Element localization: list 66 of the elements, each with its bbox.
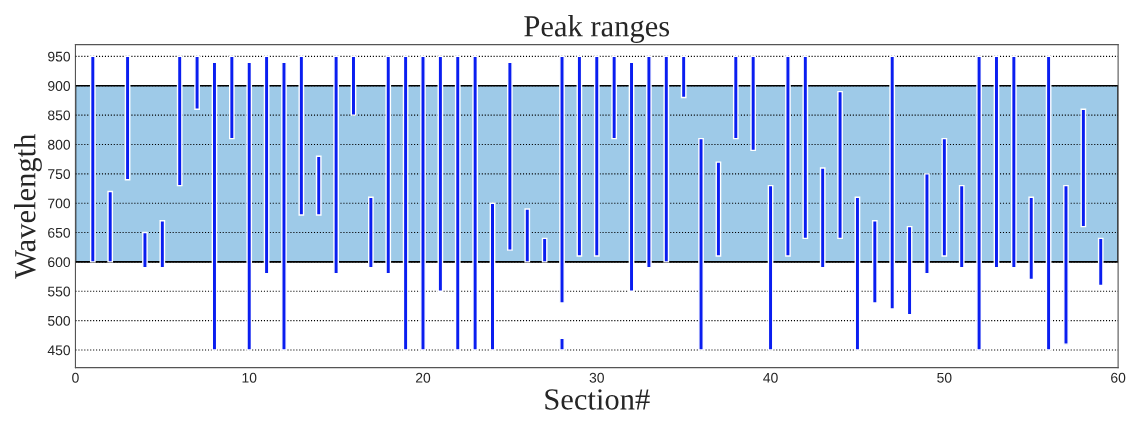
bar (750, 55, 757, 152)
bar (1028, 196, 1035, 281)
bar (298, 55, 305, 216)
bar (89, 55, 96, 263)
x-tick-label: 20 (415, 372, 431, 383)
bar (663, 55, 670, 263)
bar (1080, 108, 1087, 228)
x-tick-label: 60 (1111, 372, 1126, 383)
bar (819, 167, 826, 269)
bar (958, 184, 965, 269)
bar (837, 90, 843, 240)
bar (1063, 184, 1069, 345)
bar (559, 337, 565, 351)
bar (593, 55, 600, 257)
x-tick-label: 40 (763, 372, 778, 383)
bar (246, 61, 253, 351)
bar (941, 137, 948, 257)
y-tick-label: 700 (48, 198, 71, 209)
bar (107, 190, 114, 263)
bar (976, 55, 982, 351)
x-tick-label: 50 (937, 372, 952, 383)
bar (194, 55, 200, 110)
y-tick-label: 850 (48, 110, 71, 121)
x-tick-label: 30 (589, 372, 604, 383)
bar (420, 55, 426, 351)
bar (1010, 55, 1017, 269)
bar (802, 55, 809, 240)
bar (333, 55, 339, 275)
y-tick-label: 600 (48, 257, 71, 268)
bar (159, 220, 166, 269)
bar (507, 61, 513, 251)
bar (611, 55, 618, 140)
y-tick-label: 450 (47, 345, 71, 356)
bar (924, 173, 930, 275)
bar (785, 55, 791, 257)
x-tick-label: 0 (72, 372, 79, 383)
y-tick-label: 550 (47, 286, 71, 297)
y-tick-label: 500 (47, 315, 71, 326)
bar (889, 55, 896, 310)
bar (680, 55, 687, 99)
bar (646, 55, 652, 269)
bar (454, 55, 461, 351)
bar (698, 137, 704, 351)
x-tick-label: 10 (242, 372, 257, 383)
bar (142, 231, 148, 269)
chart-title: Peak ranges (524, 15, 670, 43)
x-axis-title: Section# (545, 389, 650, 410)
bar (732, 55, 739, 140)
y-tick-label: 650 (48, 227, 71, 238)
y-tick-label: 800 (48, 139, 71, 150)
bar (472, 55, 479, 351)
bar (385, 55, 392, 275)
bar (315, 155, 322, 216)
bar (281, 61, 287, 351)
bar (228, 55, 235, 140)
y-tick-label: 900 (48, 81, 71, 91)
bar (559, 55, 565, 304)
y-tick-label: 950 (48, 51, 71, 62)
bar (541, 237, 548, 263)
y-tick-label: 750 (48, 169, 71, 179)
bar (176, 55, 183, 187)
y-axis-title: Wavelength (14, 133, 42, 279)
bar (1097, 237, 1104, 287)
bar (367, 196, 374, 269)
bar (871, 220, 878, 304)
bar (524, 208, 531, 263)
